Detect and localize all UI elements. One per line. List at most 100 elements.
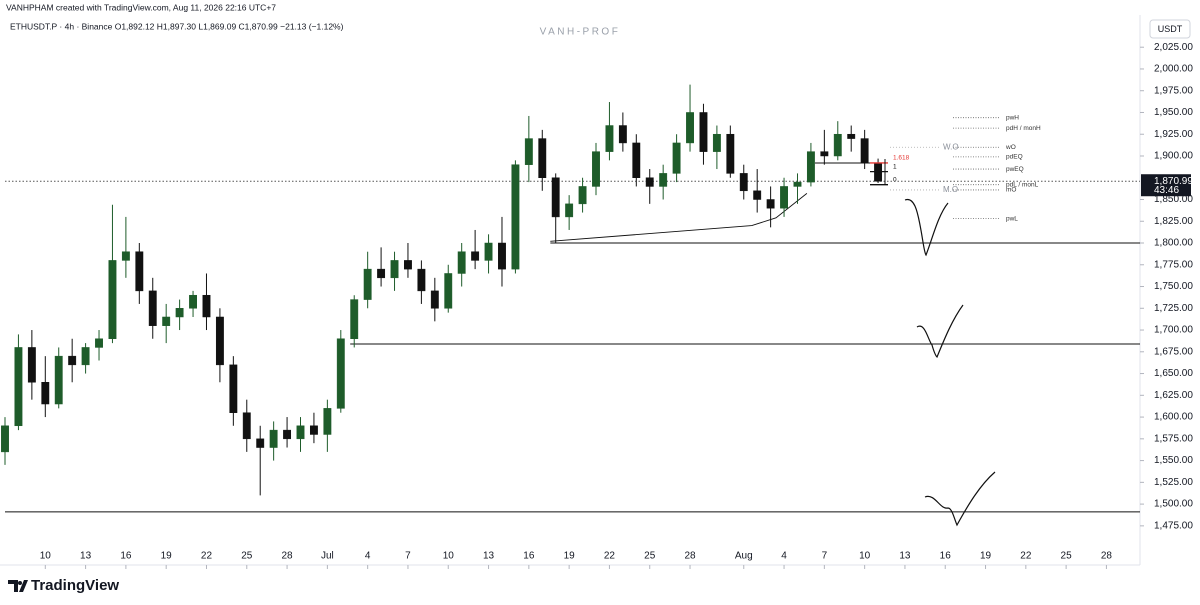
x-tick-label: 16 [523,551,535,562]
x-tick-label: 4 [365,551,371,562]
candle-body [417,268,426,292]
candle-body [283,429,292,440]
marker-label: W.O [943,142,959,151]
y-tick-label: 1,500.00 [1154,499,1193,510]
candle-body [645,177,654,187]
candle-body [780,186,788,209]
y-tick-label: 1,625.00 [1154,390,1193,401]
y-tick-label: 1,675.00 [1154,346,1193,357]
y-tick-label: 1,575.00 [1154,433,1193,444]
y-tick-label: 1,975.00 [1154,85,1193,96]
x-tick-label: 16 [120,551,132,562]
candle-body [54,355,63,405]
marker-label: M.O [943,185,958,194]
y-tick-label: 1,925.00 [1154,129,1193,140]
candle-body [498,242,506,270]
candle-body [41,382,50,405]
fib-label: 1.618 [893,155,910,162]
candle-body [592,151,600,187]
y-tick-label: 1,475.00 [1154,520,1193,531]
candle-body [457,251,466,274]
candle-body [739,173,748,192]
candle-body [363,268,372,300]
candle-body [148,290,157,326]
candle-body [712,133,721,152]
candle-body [511,164,520,270]
candle-body [95,338,103,348]
x-tick-label: 13 [80,551,92,562]
trendline [550,193,808,242]
candle-body [444,273,453,309]
y-tick-label: 1,900.00 [1154,151,1193,162]
x-tick-label: 7 [822,551,828,562]
y-tick-label: 1,750.00 [1154,281,1193,292]
y-tick-label: 1,525.00 [1154,477,1193,488]
currency-box[interactable] [1149,19,1191,39]
currency: USDT [1158,24,1183,34]
candle-body [484,242,493,261]
candle-body [618,125,627,144]
x-tick-label: 19 [564,551,576,562]
annotation-label: pwH [1006,114,1019,121]
last-price-box [1141,174,1191,197]
candle-body [135,251,144,292]
arrow-sketch [916,304,964,359]
x-tick-label: 25 [644,551,656,562]
y-tick-label: 1,825.00 [1154,216,1193,227]
candle-body [860,138,869,164]
candle-body [565,203,574,218]
candle-body [766,199,775,209]
x-tick-label: 28 [282,551,294,562]
y-tick-label: 1,700.00 [1154,325,1193,336]
fib-label: 1 [893,163,897,170]
x-tick-label: 10 [40,551,52,562]
x-tick-label: 10 [443,551,455,562]
candle-body [350,299,359,339]
candle-body [175,308,184,318]
candle-body [524,138,533,165]
y-tick-label: 2,025.00 [1154,42,1193,53]
candle-body [81,347,90,366]
annotation-label: pwEQ [1006,166,1024,173]
candle-body [605,125,614,152]
x-tick-label: 22 [201,551,213,562]
candle-body [242,412,251,440]
x-tick-label: 28 [1101,551,1113,562]
candle-body [699,112,708,152]
candle-body [108,260,117,339]
candle-body [471,251,480,261]
candle-body [336,338,345,409]
y-tick-label: 1,800.00 [1154,238,1193,249]
candle-body [256,438,265,448]
candle-body [833,133,842,157]
candles [1,84,883,496]
candle-body [68,355,77,366]
x-tick-label: 25 [241,551,253,562]
y-tick-label: 1,850.00 [1154,194,1193,205]
annotation-label: mO [1006,187,1016,194]
x-tick-label: 19 [980,551,992,562]
x-tick-label: 4 [781,551,787,562]
candle-body [269,429,278,448]
candle-body [27,347,36,383]
candle-body [121,251,130,261]
candle-body [686,112,694,144]
candle-body [377,268,386,279]
x-tick-label: 7 [405,551,411,562]
x-tick-label: Aug [735,551,753,562]
x-tick-label: 22 [1020,551,1032,562]
countdown: 43:46 [1154,185,1179,196]
candle-body [309,425,318,435]
candle-body [672,142,681,174]
candle-body [806,151,815,183]
candle-body [551,177,560,218]
arrow-sketch [904,198,949,257]
x-tick-label: 13 [483,551,495,562]
brand-name: TradingView [31,577,119,594]
candle-body [162,316,171,326]
x-tick-label: 19 [161,551,173,562]
candle-body [202,294,211,318]
